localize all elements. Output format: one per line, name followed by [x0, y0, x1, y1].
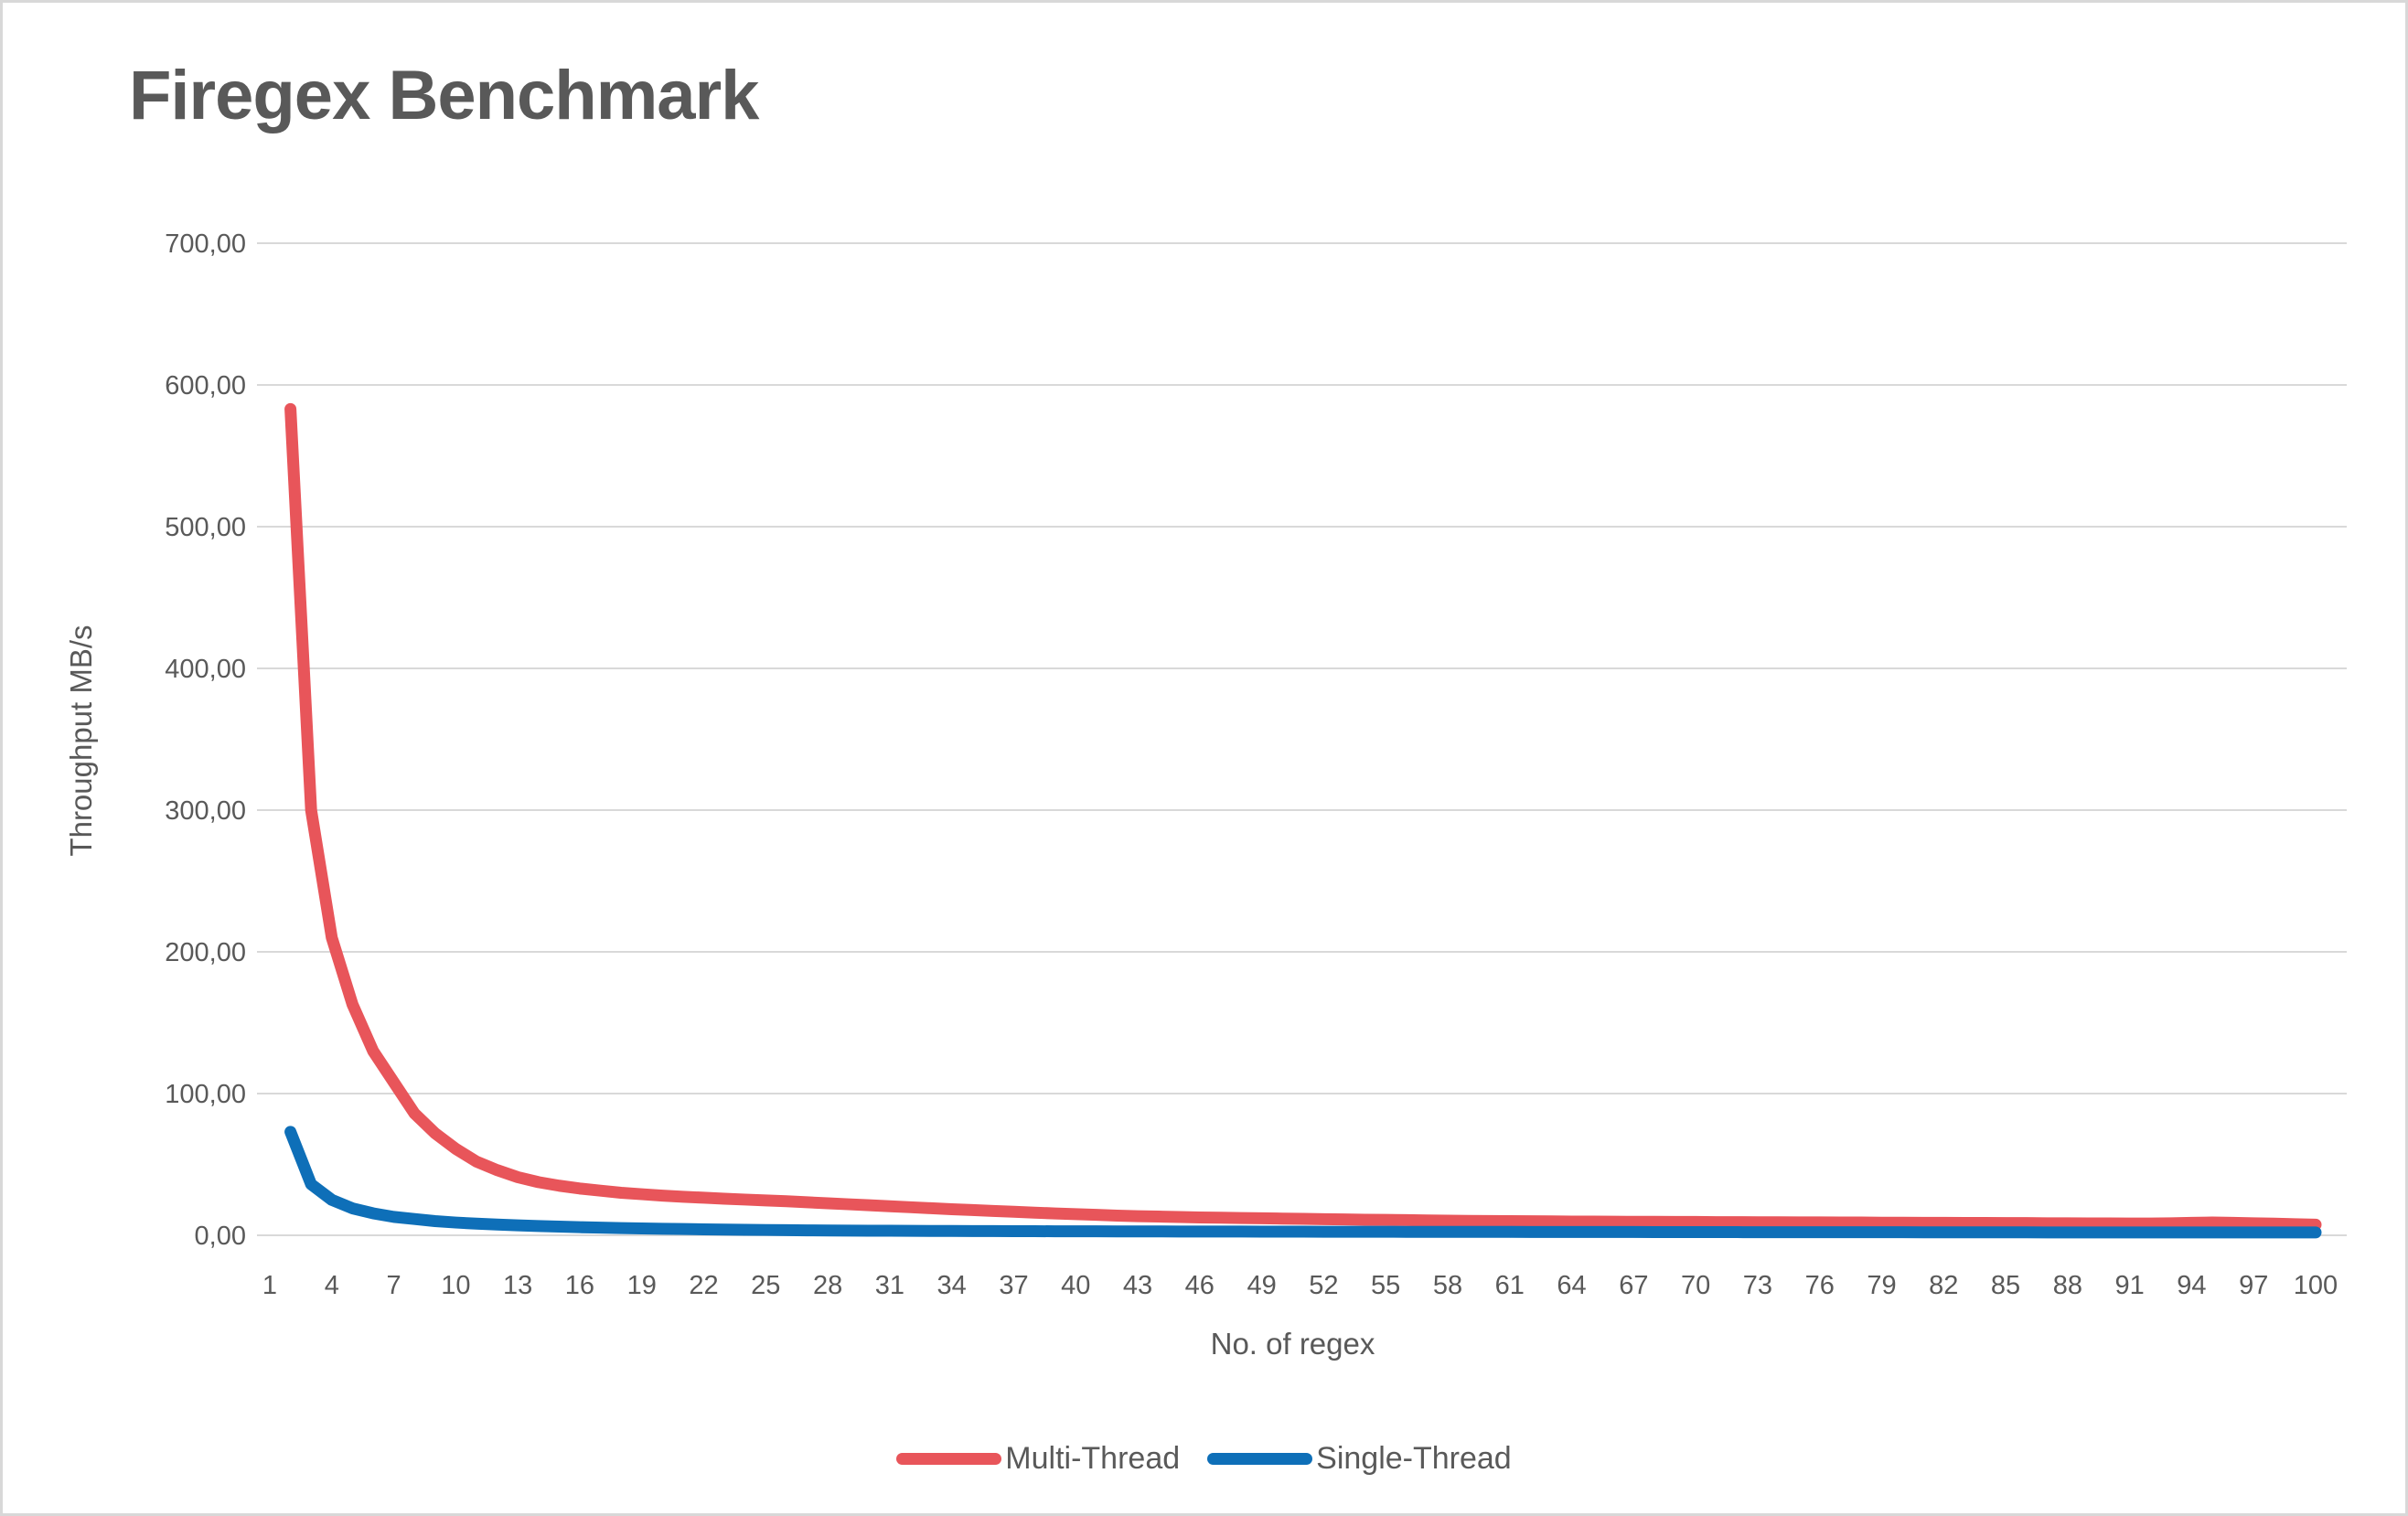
single-thread-swatch-icon — [1207, 1452, 1313, 1465]
x-tick-label: 94 — [2177, 1271, 2206, 1300]
x-tick-label: 73 — [1743, 1271, 1772, 1300]
x-tick-label: 4 — [325, 1271, 339, 1300]
x-tick-label: 82 — [1929, 1271, 1958, 1300]
x-tick-label: 91 — [2115, 1271, 2145, 1300]
legend-item-single-thread: Single-Thread — [1207, 1441, 1512, 1477]
x-tick-label: 37 — [999, 1271, 1028, 1300]
y-tick-label: 700,00 — [165, 230, 246, 259]
x-tick-label: 55 — [1371, 1271, 1400, 1300]
y-tick-label: 100,00 — [165, 1080, 246, 1109]
multi-thread-line — [284, 402, 2322, 1231]
x-tick-label: 19 — [627, 1271, 657, 1300]
x-tick-label: 43 — [1123, 1271, 1152, 1300]
x-tick-label: 13 — [503, 1271, 532, 1300]
legend-item-multi-thread: Multi-Thread — [896, 1441, 1180, 1477]
y-tick-label: 200,00 — [165, 938, 246, 967]
x-tick-label: 34 — [937, 1271, 967, 1300]
x-tick-label: 16 — [565, 1271, 594, 1300]
x-tick-label: 40 — [1061, 1271, 1090, 1300]
x-tick-label: 85 — [1991, 1271, 2020, 1300]
multi-thread-swatch-icon — [896, 1452, 1002, 1465]
series-lines — [284, 402, 2322, 1239]
y-tick-label: 400,00 — [165, 655, 246, 684]
y-tick-label: 300,00 — [165, 796, 246, 826]
x-tick-label: 25 — [751, 1271, 780, 1300]
x-tick-label: 61 — [1495, 1271, 1525, 1300]
x-tick-label: 31 — [875, 1271, 904, 1300]
y-tick-label: 600,00 — [165, 371, 246, 400]
x-tick-label: 64 — [1557, 1271, 1586, 1300]
x-tick-label: 7 — [387, 1271, 401, 1300]
x-tick-label: 52 — [1309, 1271, 1338, 1300]
x-tick-labels: 1 4 7 10 13 16 19 22 25 28 31 34 37 40 43 46 49 52 55 58 61 6… — [262, 1271, 2338, 1300]
legend-label-single-thread: Single-Thread — [1316, 1440, 1512, 1476]
x-tick-label: 79 — [1867, 1271, 1896, 1300]
x-tick-label: 97 — [2239, 1271, 2268, 1300]
y-tick-label: 500,00 — [165, 513, 246, 542]
x-tick-label: 46 — [1185, 1271, 1215, 1300]
y-axis-title: Throughput MB/s — [64, 625, 98, 857]
x-tick-label: 49 — [1247, 1271, 1276, 1300]
x-tick-label: 1 — [262, 1271, 277, 1300]
x-tick-label: 76 — [1805, 1271, 1835, 1300]
x-tick-label: 58 — [1433, 1271, 1462, 1300]
x-tick-label: 10 — [441, 1271, 470, 1300]
x-axis-title: No. of regex — [1210, 1327, 1375, 1361]
x-tick-label: 100 — [2294, 1271, 2338, 1300]
legend-label-multi-thread: Multi-Thread — [1005, 1440, 1181, 1476]
single-thread-line — [284, 1126, 2322, 1239]
gridlines — [257, 242, 2347, 1236]
plot-area: 0,00 100,00 200,00 300,00 400,00 500,00 600,00… — [165, 230, 2347, 1300]
x-tick-label: 67 — [1619, 1271, 1648, 1300]
x-tick-label: 22 — [689, 1271, 718, 1300]
x-tick-label: 88 — [2053, 1271, 2082, 1300]
y-tick-labels: 0,00 100,00 200,00 300,00 400,00 500,00 600,00… — [165, 230, 246, 1251]
chart-title: Firegex Benchmark — [129, 57, 759, 134]
x-tick-label: 70 — [1681, 1271, 1710, 1300]
legend: Multi-Thread Single-Thread — [3, 1436, 2405, 1480]
y-tick-label: 0,00 — [195, 1222, 246, 1251]
x-tick-label: 28 — [813, 1271, 842, 1300]
